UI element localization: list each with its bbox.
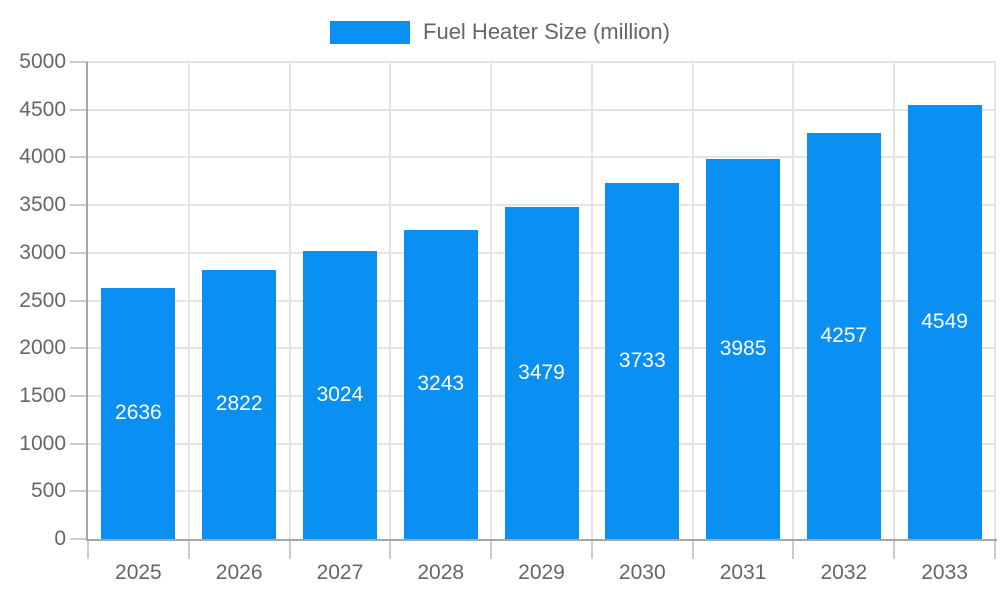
x-gridline <box>893 62 896 539</box>
x-axis-label: 2030 <box>618 561 666 584</box>
y-axis-tick-mark <box>70 442 88 445</box>
x-axis-tick-mark <box>994 541 996 559</box>
y-axis-tick-mark <box>70 61 88 63</box>
x-axis-line <box>86 539 997 541</box>
bar: 2636 <box>101 287 176 539</box>
y-axis-label: 500 <box>30 479 66 503</box>
x-axis-tick-mark <box>590 541 593 559</box>
legend-label: Fuel Heater Size (million) <box>423 19 670 44</box>
y-axis-label: 3000 <box>19 240 66 264</box>
bar-value-label: 2822 <box>215 392 263 416</box>
x-axis-tick-mark <box>893 541 896 559</box>
bar-value-label: 3479 <box>518 361 565 385</box>
y-axis-tick-mark <box>70 490 88 493</box>
y-axis-tick-mark <box>70 204 88 207</box>
y-axis-label: 4500 <box>19 97 66 121</box>
x-axis-tick-mark <box>389 541 392 559</box>
x-axis-label: 2032 <box>820 561 868 584</box>
y-gridline <box>88 156 995 159</box>
y-axis-tick-mark <box>70 251 88 254</box>
y-axis-line <box>86 62 88 541</box>
y-axis-label: 4000 <box>19 145 66 169</box>
bar: 2822 <box>202 269 277 539</box>
y-axis-tick-mark <box>70 156 88 159</box>
x-axis-label: 2031 <box>719 561 767 584</box>
x-axis-tick-mark <box>87 541 89 559</box>
x-axis-label: 2029 <box>518 561 565 584</box>
x-gridline <box>490 62 493 539</box>
x-gridline <box>389 62 392 539</box>
legend-swatch-icon <box>330 20 411 44</box>
bar-value-label: 3024 <box>316 382 364 406</box>
legend-item[interactable]: Fuel Heater Size (million) <box>0 19 1000 45</box>
x-axis-label: 2033 <box>921 561 968 584</box>
y-axis-tick-mark <box>70 108 88 111</box>
y-axis-tick-mark <box>70 299 88 302</box>
x-axis-label: 2027 <box>316 561 364 584</box>
x-gridline <box>288 62 291 539</box>
y-gridline <box>88 61 995 63</box>
y-axis-label: 2000 <box>19 336 66 360</box>
bar-value-label: 2636 <box>115 401 162 425</box>
bar-value-label: 3243 <box>417 372 465 396</box>
x-gridline <box>187 62 190 539</box>
bar-value-label: 4549 <box>921 310 968 333</box>
x-gridline <box>792 62 795 539</box>
bar-value-label: 3733 <box>618 348 666 372</box>
x-axis-label: 2026 <box>215 561 263 584</box>
x-axis-label: 2028 <box>417 561 465 584</box>
x-axis-label: 2025 <box>115 561 162 584</box>
bar: 4549 <box>907 105 982 539</box>
bar: 3985 <box>706 158 781 539</box>
x-gridline <box>994 62 996 539</box>
bar-value-label: 3985 <box>719 336 767 360</box>
x-axis-tick-mark <box>490 541 493 559</box>
y-axis-label: 5000 <box>19 50 66 73</box>
y-axis-label: 3500 <box>19 193 66 217</box>
y-axis-tick-mark <box>70 347 88 350</box>
bar: 3243 <box>403 229 478 539</box>
y-gridline <box>88 204 995 207</box>
bar: 3024 <box>302 250 377 539</box>
y-gridline <box>88 108 995 111</box>
bar: 3479 <box>504 207 579 539</box>
bar: 4257 <box>806 132 881 539</box>
y-axis-tick-mark <box>70 538 88 540</box>
y-axis-label: 1000 <box>19 431 66 455</box>
y-axis-label: 1500 <box>19 383 66 407</box>
bar-value-label: 4257 <box>820 323 868 347</box>
bar: 3733 <box>605 182 680 539</box>
y-axis-label: 2500 <box>19 288 66 312</box>
x-gridline <box>590 62 593 539</box>
x-axis-tick-mark <box>288 541 291 559</box>
y-axis-tick-mark <box>70 394 88 397</box>
y-axis-label: 0 <box>54 527 66 550</box>
x-gridline <box>691 62 694 539</box>
x-axis-tick-mark <box>187 541 190 559</box>
x-axis-tick-mark <box>792 541 795 559</box>
x-axis-tick-mark <box>691 541 694 559</box>
